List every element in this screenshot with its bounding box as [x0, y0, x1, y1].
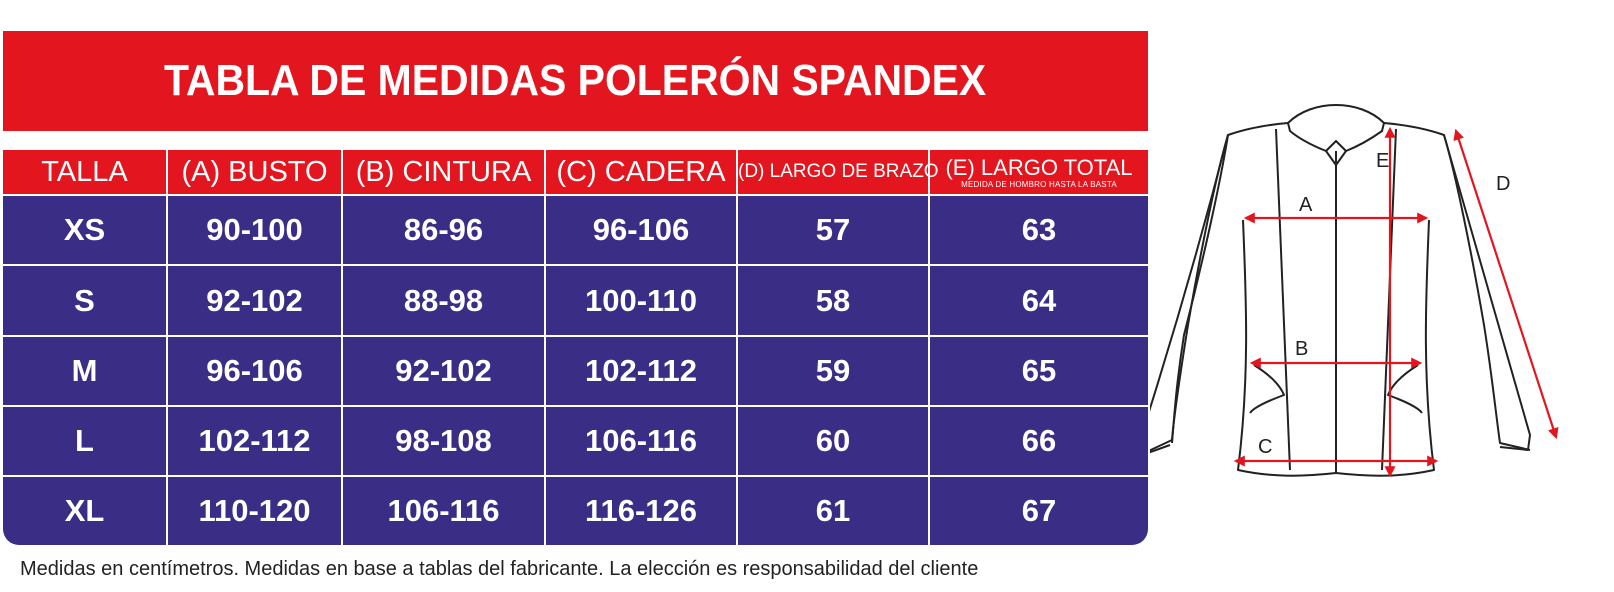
page-title: TABLA DE MEDIDAS POLERÓN SPANDEX	[164, 56, 987, 105]
cell-busto: 110-120	[167, 475, 343, 545]
cell-talla: XL	[3, 475, 168, 545]
cell-cintura: 92-102	[342, 334, 546, 407]
cell-busto: 102-112	[167, 405, 343, 477]
header-cadera: (C) CADERA	[545, 150, 738, 195]
corner-decoration	[1544, 0, 1614, 58]
cell-cadera: 96-106	[545, 193, 738, 266]
cell-talla: S	[3, 264, 168, 336]
cell-talla: L	[3, 405, 168, 477]
size-table: TALLA (A) BUSTO (B) CINTURA (C) CADERA (…	[3, 150, 1148, 545]
header-largo-total-label: (E) LARGO TOTAL	[945, 154, 1133, 180]
cell-largo-brazo: 61	[737, 475, 930, 545]
header-cintura: (B) CINTURA	[342, 150, 546, 195]
cell-busto: 96-106	[167, 334, 343, 407]
header-largo-total-sublabel: MEDIDA DE HOMBRO HASTA LA BASTA	[961, 179, 1117, 189]
label-d: D	[1496, 173, 1510, 195]
cell-cintura: 98-108	[342, 405, 546, 477]
table-row: XL 110-120 106-116 116-126 61 67	[3, 475, 1148, 545]
title-banner: TABLA DE MEDIDAS POLERÓN SPANDEX	[3, 31, 1148, 131]
label-b: B	[1295, 338, 1308, 360]
measure-lines	[1233, 126, 1559, 478]
header-largo-total: (E) LARGO TOTAL MEDIDA DE HOMBRO HASTA L…	[929, 150, 1148, 195]
cell-talla: XS	[3, 193, 168, 266]
cell-largo-total: 64	[929, 264, 1148, 336]
header-busto: (A) BUSTO	[167, 150, 343, 195]
header-largo-brazo: (D) LARGO DE BRAZO	[737, 150, 939, 195]
cell-busto: 92-102	[167, 264, 343, 336]
cell-largo-total: 63	[929, 193, 1148, 266]
cell-largo-total: 67	[929, 475, 1148, 545]
cell-largo-total: 66	[929, 405, 1148, 477]
cell-largo-total: 65	[929, 334, 1148, 407]
jacket-outline	[1150, 104, 1531, 477]
cell-largo-brazo: 58	[737, 264, 930, 336]
measure-line-d	[1453, 128, 1559, 440]
label-c: C	[1258, 436, 1272, 458]
cell-largo-brazo: 60	[737, 405, 930, 477]
cell-cintura: 86-96	[342, 193, 546, 266]
cell-cadera: 116-126	[545, 475, 738, 545]
table-header-row: TALLA (A) BUSTO (B) CINTURA (C) CADERA (…	[3, 150, 1148, 195]
table-row: L 102-112 98-108 106-116 60 66	[3, 405, 1148, 477]
cell-cadera: 100-110	[545, 264, 738, 336]
cell-cintura: 88-98	[342, 264, 546, 336]
cell-busto: 90-100	[167, 193, 343, 266]
label-e: E	[1376, 150, 1389, 172]
table-row: XS 90-100 86-96 96-106 57 63	[3, 193, 1148, 266]
label-a: A	[1299, 194, 1313, 216]
table-row: M 96-106 92-102 102-112 59 65	[3, 334, 1148, 407]
cell-cadera: 102-112	[545, 334, 738, 407]
cell-largo-brazo: 57	[737, 193, 930, 266]
table-row: S 92-102 88-98 100-110 58 64	[3, 264, 1148, 336]
jacket-diagram: A B C E D	[1150, 104, 1559, 478]
measurements-table: TALLA (A) BUSTO (B) CINTURA (C) CADERA (…	[3, 150, 1148, 545]
header-talla: TALLA	[3, 150, 168, 195]
cell-cadera: 106-116	[545, 405, 738, 477]
cell-largo-brazo: 59	[737, 334, 930, 407]
footnote: Medidas en centímetros. Medidas en base …	[20, 558, 979, 580]
cell-talla: M	[3, 334, 168, 407]
cell-cintura: 106-116	[342, 475, 546, 545]
